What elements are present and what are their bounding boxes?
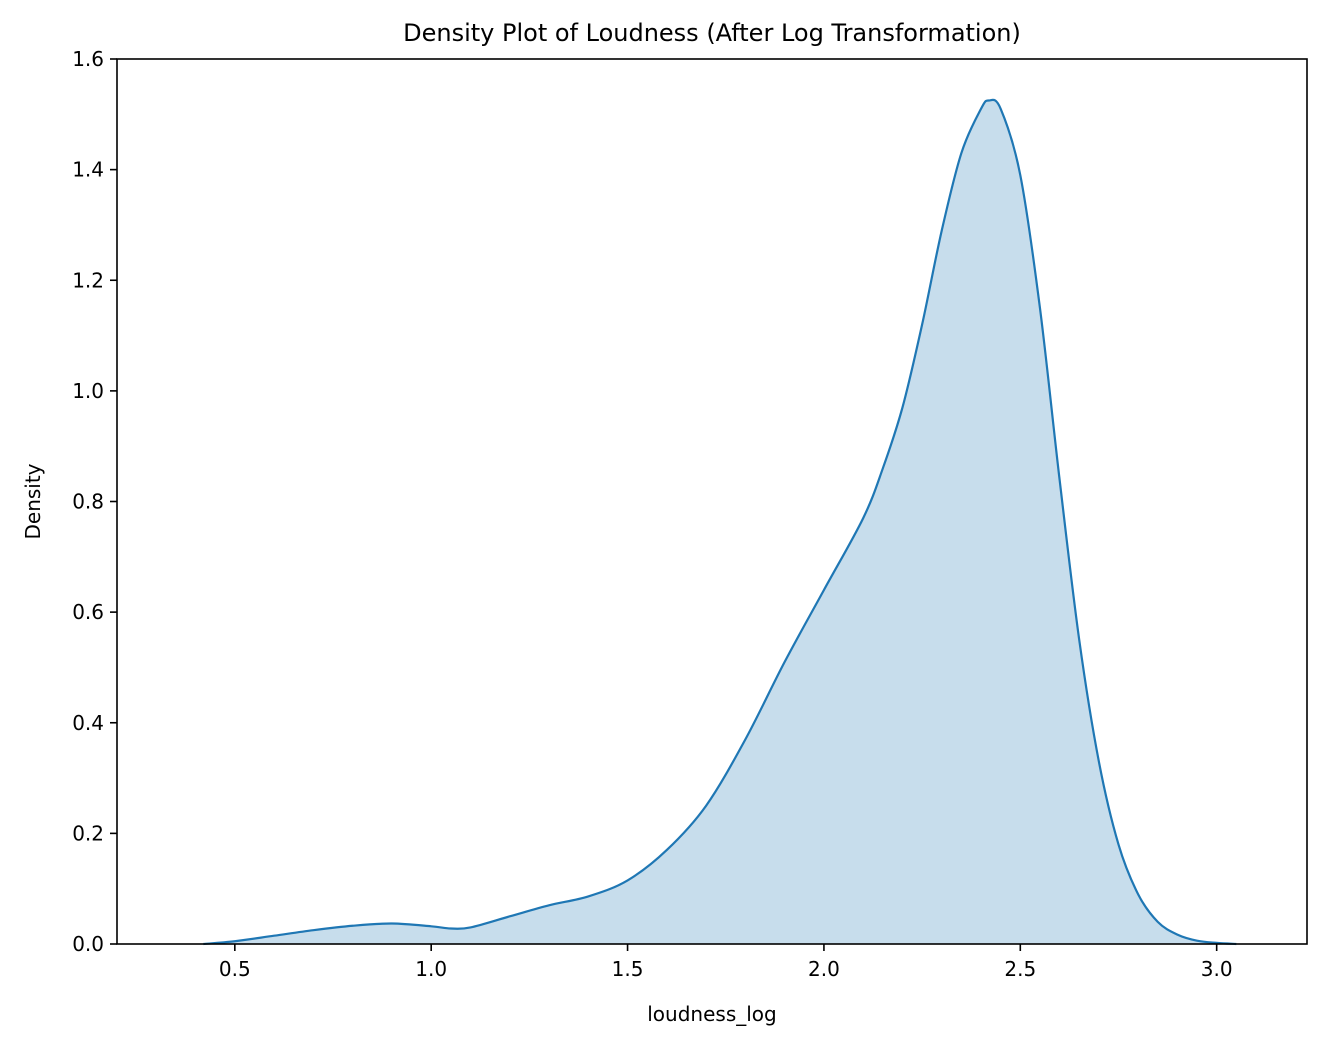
- y-tick-label: 0.0: [72, 932, 104, 956]
- density-fill: [203, 99, 1237, 945]
- y-axis-label: Density: [21, 463, 45, 539]
- x-tick-label: 2.5: [1004, 957, 1036, 981]
- chart-title: Density Plot of Loudness (After Log Tran…: [403, 19, 1021, 47]
- y-axis-ticks: 0.0 0.2 0.4 0.6 0.8 1.0 1.2 1.4 1.6: [72, 47, 117, 956]
- y-tick-label: 1.6: [72, 47, 104, 71]
- x-tick-label: 3.0: [1201, 957, 1233, 981]
- y-tick-label: 0.8: [72, 490, 104, 514]
- x-tick-label: 0.5: [219, 957, 251, 981]
- x-axis-label: loudness_log: [647, 1002, 776, 1026]
- x-axis-ticks: 0.5 1.0 1.5 2.0 2.5 3.0: [219, 944, 1233, 981]
- y-tick-label: 1.0: [72, 379, 104, 403]
- y-tick-label: 0.4: [72, 711, 104, 735]
- plot-area: [203, 98, 1237, 946]
- density-line: [203, 98, 1237, 946]
- y-tick-label: 0.2: [72, 821, 104, 845]
- x-tick-label: 1.5: [612, 957, 644, 981]
- x-tick-label: 1.0: [415, 957, 447, 981]
- y-tick-label: 1.2: [72, 268, 104, 292]
- y-tick-label: 0.6: [72, 600, 104, 624]
- x-tick-label: 2.0: [808, 957, 840, 981]
- y-tick-label: 1.4: [72, 158, 104, 182]
